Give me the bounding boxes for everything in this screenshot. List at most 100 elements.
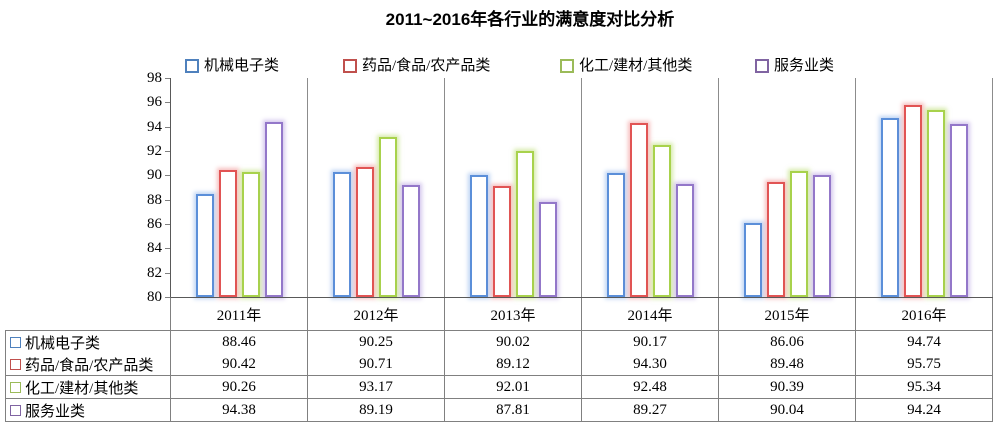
table-value-cell: 90.04 (719, 399, 856, 421)
y-axis-tick-label: 84 (147, 240, 162, 257)
chart-title: 2011~2016年各行业的满意度对比分析 (385, 10, 675, 29)
y-axis-tick-label: 94 (147, 118, 162, 135)
bar (789, 170, 808, 297)
table-header-cell: 2015年 (719, 298, 856, 330)
bar (766, 181, 785, 297)
table-value-cell: 89.12 (445, 353, 582, 375)
series-marker-icon (10, 404, 21, 416)
bar (355, 166, 374, 297)
table-value-cell: 92.48 (582, 376, 719, 398)
bar-cluster-2011年 (171, 78, 308, 297)
legend-marker-icon (185, 59, 199, 73)
bar (606, 173, 625, 297)
table-value-cell: 93.17 (308, 376, 445, 398)
table-row: 机械电子类 88.46 90.25 90.02 90.17 86.06 94.74 (6, 331, 993, 353)
table-row-label: 机械电子类 (6, 331, 171, 353)
table-value-cell: 95.34 (856, 376, 993, 398)
bar (378, 136, 397, 297)
series-name: 机械电子类 (25, 335, 101, 352)
table-value-cell: 90.26 (171, 376, 308, 398)
legend-marker-icon (755, 59, 769, 73)
y-axis-tick-label: 80 (147, 289, 162, 305)
y-axis-tick-label: 98 (147, 70, 162, 86)
bar (401, 185, 420, 297)
legend-label: 药品/食品/农产品类 (362, 58, 491, 74)
table-value-cell: 90.02 (445, 331, 582, 353)
table-row-label: 药品/食品/农产品类 (6, 353, 171, 375)
legend-item: 服务业类 (755, 57, 834, 75)
series-marker-icon (10, 358, 21, 370)
y-axis-tick-label: 82 (147, 264, 162, 281)
table-header-cell: 2011年 (171, 298, 308, 330)
table-value-cell: 88.46 (171, 331, 308, 353)
series-marker-icon (10, 336, 21, 348)
bar (903, 105, 922, 297)
series-name: 服务业类 (25, 403, 86, 420)
series-marker-icon (10, 381, 21, 393)
table-value-cell: 89.19 (308, 399, 445, 421)
y-axis-tick-label: 86 (147, 216, 162, 232)
legend-item: 药品/食品/农产品类 (343, 57, 490, 75)
bar (492, 186, 511, 297)
table-value-cell: 90.25 (308, 331, 445, 353)
bar (949, 123, 968, 297)
y-axis-tick-label: 92 (147, 143, 162, 159)
y-axis-tick-mark (165, 175, 170, 177)
table-value-cell: 90.17 (582, 331, 719, 353)
bar (195, 194, 214, 297)
legend-item: 化工/建材/其他类 (560, 57, 692, 75)
data-table-body: 机械电子类 88.46 90.25 90.02 90.17 86.06 94.74 药品/食品… (5, 330, 993, 422)
legend-marker-icon (343, 59, 357, 73)
table-row: 化工/建材/其他类 90.26 93.17 92.01 92.48 90.39 95.34 (6, 376, 993, 399)
table-header-cell: 2012年 (308, 298, 445, 330)
table-row: 药品/食品/农产品类 90.42 90.71 89.12 94.30 89.48 95.75 (6, 353, 993, 376)
bar (538, 201, 557, 297)
table-row: 服务业类 94.38 89.19 87.81 89.27 90.04 94.24 (6, 399, 993, 422)
bar-cluster-2014年 (582, 78, 719, 297)
bar-cluster-2016年 (856, 78, 992, 297)
bar (926, 110, 945, 297)
table-value-cell: 87.81 (445, 399, 582, 421)
table-value-cell: 95.75 (856, 353, 993, 375)
table-value-cell: 94.30 (582, 353, 719, 375)
y-axis-tick-mark (165, 297, 170, 298)
table-value-cell: 89.27 (582, 399, 719, 421)
y-axis-tick-mark (165, 199, 170, 201)
legend-label: 服务业类 (774, 58, 835, 74)
table-value-cell: 94.38 (171, 399, 308, 421)
bar (264, 122, 283, 297)
series-name: 药品/食品/农产品类 (25, 357, 154, 374)
bar (241, 172, 260, 297)
bar-cluster-2013年 (445, 78, 582, 297)
y-axis-tick-mark (165, 272, 170, 274)
table-row-label: 服务业类 (6, 399, 171, 421)
table-value-cell: 89.48 (719, 353, 856, 375)
table-value-cell: 86.06 (719, 331, 856, 353)
bar (812, 174, 831, 297)
bar (880, 117, 899, 297)
table-row-label: 化工/建材/其他类 (6, 376, 171, 398)
table-header-cell: 2016年 (856, 298, 993, 330)
y-axis-tick-mark (165, 151, 170, 152)
table-value-cell: 94.74 (856, 331, 993, 353)
table-value-cell: 90.42 (171, 353, 308, 375)
bar-cluster-2015年 (719, 78, 856, 297)
y-axis-tick-mark (165, 102, 170, 104)
y-axis-tick-mark (165, 126, 170, 128)
series-name: 化工/建材/其他类 (25, 380, 139, 397)
data-table-category-header: 2011年 2012年 2013年 2014年 2015年 2016年 (170, 297, 993, 330)
bar (332, 172, 351, 297)
y-axis-tick-label: 96 (147, 94, 162, 111)
y-axis-tick-mark (165, 248, 170, 250)
y-axis-tick-label: 88 (147, 191, 162, 208)
bar-cluster-2012年 (308, 78, 445, 297)
bar (218, 170, 237, 297)
table-value-cell: 92.01 (445, 376, 582, 398)
bar (743, 223, 762, 297)
table-header-cell: 2014年 (582, 298, 719, 330)
legend-label: 机械电子类 (204, 58, 280, 74)
y-axis-tick-mark (165, 78, 170, 79)
table-value-cell: 90.39 (719, 376, 856, 398)
legend-marker-icon (560, 59, 574, 73)
